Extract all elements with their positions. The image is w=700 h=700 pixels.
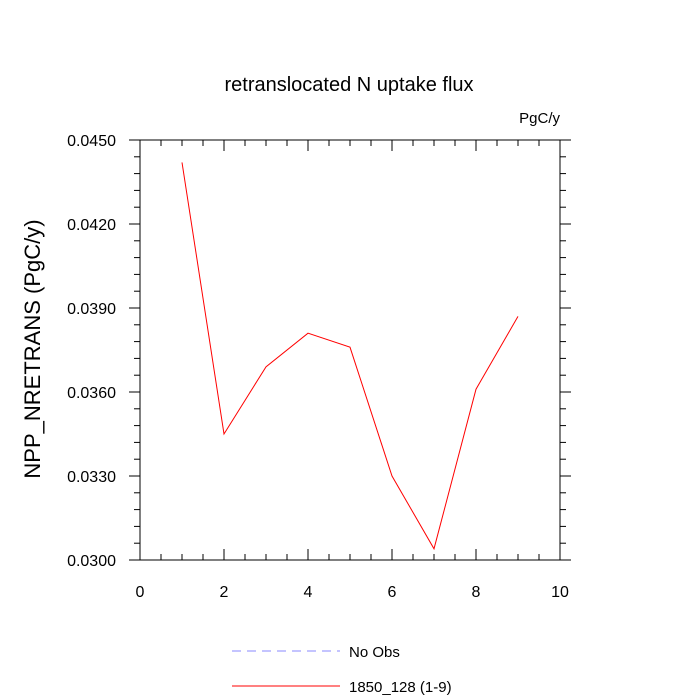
units-label: PgC/y <box>519 110 560 127</box>
x-tick-label: 10 <box>551 584 569 601</box>
legend-label-1: 1850_128 (1-9) <box>349 679 452 696</box>
y-tick-label: 0.0360 <box>67 385 116 402</box>
chart-title: retranslocated N uptake flux <box>224 74 473 96</box>
y-tick-label: 0.0390 <box>67 301 116 318</box>
legend: No Obs 1850_128 (1-9) <box>232 644 452 696</box>
y-tick-label: 0.0330 <box>67 469 116 486</box>
y-tick-label: 0.0450 <box>67 133 116 150</box>
x-tick-label: 0 <box>136 584 145 601</box>
y-tick-label: 0.0300 <box>67 553 116 570</box>
series-layer <box>181 162 519 551</box>
axis-ticks: 0 2 4 6 8 10 0.0300 0.0330 0.0360 0.0390 0.0420 0.0… <box>67 133 571 601</box>
y-tick-label: 0.0420 <box>67 217 116 234</box>
series-line-0 <box>181 162 519 551</box>
legend-label-0: No Obs <box>349 644 400 661</box>
x-tick-label: 8 <box>472 584 481 601</box>
x-tick-label: 6 <box>388 584 397 601</box>
y-axis-label: NPP_NRETRANS (PgC/y) <box>20 219 45 478</box>
x-tick-label: 4 <box>304 584 313 601</box>
x-tick-label: 2 <box>220 584 229 601</box>
plot-frame <box>139 139 561 561</box>
